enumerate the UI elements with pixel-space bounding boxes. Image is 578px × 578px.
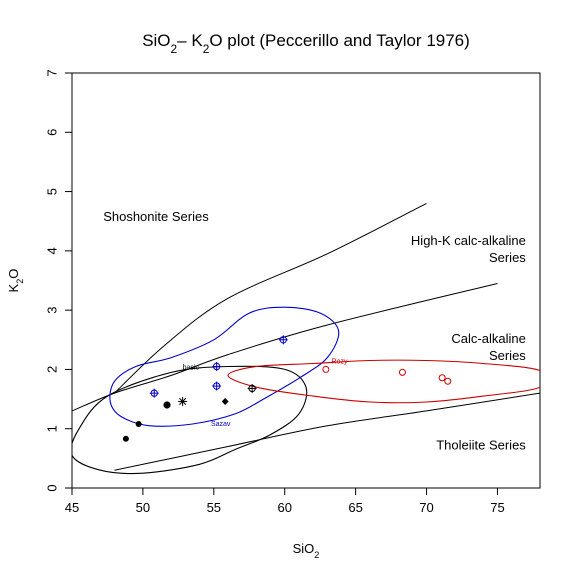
envelope-rozy <box>227 359 540 404</box>
field-label: High-K calc-alkaline <box>411 233 526 248</box>
data-points <box>122 335 452 442</box>
envelope-basic <box>72 365 308 475</box>
y-axis: 0 1 2 3 4 5 6 7 K2O <box>6 69 72 492</box>
x-tick-label: 70 <box>419 500 433 515</box>
boundary-line-middle <box>72 283 498 412</box>
group-label-basic: basic <box>183 364 200 371</box>
point-dot <box>135 420 142 427</box>
plot-border <box>71 72 541 489</box>
y-axis-label: K2O <box>6 269 25 293</box>
x-tick-label: 60 <box>277 500 291 515</box>
x-tick-label: 55 <box>207 500 221 515</box>
point-circle <box>398 368 406 376</box>
y-tick-label: 5 <box>45 188 60 195</box>
plot-frame <box>71 72 541 489</box>
data-point-basic <box>178 396 188 406</box>
series-boundaries <box>72 202 540 471</box>
envelope-sazav <box>109 306 340 427</box>
data-point-rozy <box>398 368 406 376</box>
y-tick-label: 0 <box>45 484 60 491</box>
data-point-basic <box>221 397 229 405</box>
data-point-sazav <box>212 381 222 391</box>
y-tick-label: 1 <box>45 425 60 432</box>
x-axis: 45 50 55 60 65 70 75 SiO2 <box>65 488 505 560</box>
field-label: Shoshonite Series <box>103 209 209 224</box>
data-point-rozy <box>444 377 452 385</box>
x-tick-label: 75 <box>490 500 504 515</box>
point-dot <box>122 435 129 442</box>
point-circle <box>322 365 330 373</box>
field-labels: Shoshonite Series High-K calc-alkaline Ser… <box>103 209 526 452</box>
point-dot <box>163 401 171 409</box>
point-circle <box>444 377 452 385</box>
boundary-line-lower <box>114 392 540 471</box>
group-label-sazav: Sazav <box>211 421 231 428</box>
data-point-sazav <box>278 335 288 345</box>
data-point-basic <box>135 420 142 427</box>
point-circle <box>438 374 446 382</box>
y-tick-label: 4 <box>45 247 60 254</box>
data-point-basic <box>163 401 171 409</box>
boundary-line-upper <box>114 202 427 394</box>
x-axis-label: SiO2 <box>293 541 320 560</box>
data-point-rozy <box>438 374 446 382</box>
group-envelopes <box>72 306 540 475</box>
field-label: Series <box>489 348 526 363</box>
data-point-basic <box>122 435 129 442</box>
data-point-rozy <box>322 365 330 373</box>
data-point-basic <box>247 383 257 393</box>
y-tick-label: 3 <box>45 307 60 314</box>
x-tick-label: 45 <box>65 500 79 515</box>
field-label: Calc-alkaline <box>451 331 525 346</box>
field-label: Tholeiite Series <box>436 437 526 452</box>
chart-title-text: SiO2– K2O plot (Peccerillo and Taylor 19… <box>142 31 470 56</box>
chart-title: SiO2– K2O plot (Peccerillo and Taylor 19… <box>142 31 470 56</box>
x-tick-label: 50 <box>136 500 150 515</box>
group-labels: basic Sazav Rozy <box>183 359 348 428</box>
data-point-sazav <box>212 361 222 371</box>
data-point-sazav <box>149 388 159 398</box>
point-diamond <box>221 397 229 405</box>
group-label-rozy: Rozy <box>332 359 348 366</box>
field-label: Series <box>489 250 526 265</box>
x-tick-label: 65 <box>348 500 362 515</box>
point-asterisk-stroke <box>179 397 187 405</box>
y-tick-label: 2 <box>45 366 60 373</box>
y-tick-label: 7 <box>45 69 60 76</box>
y-tick-label: 6 <box>45 129 60 136</box>
